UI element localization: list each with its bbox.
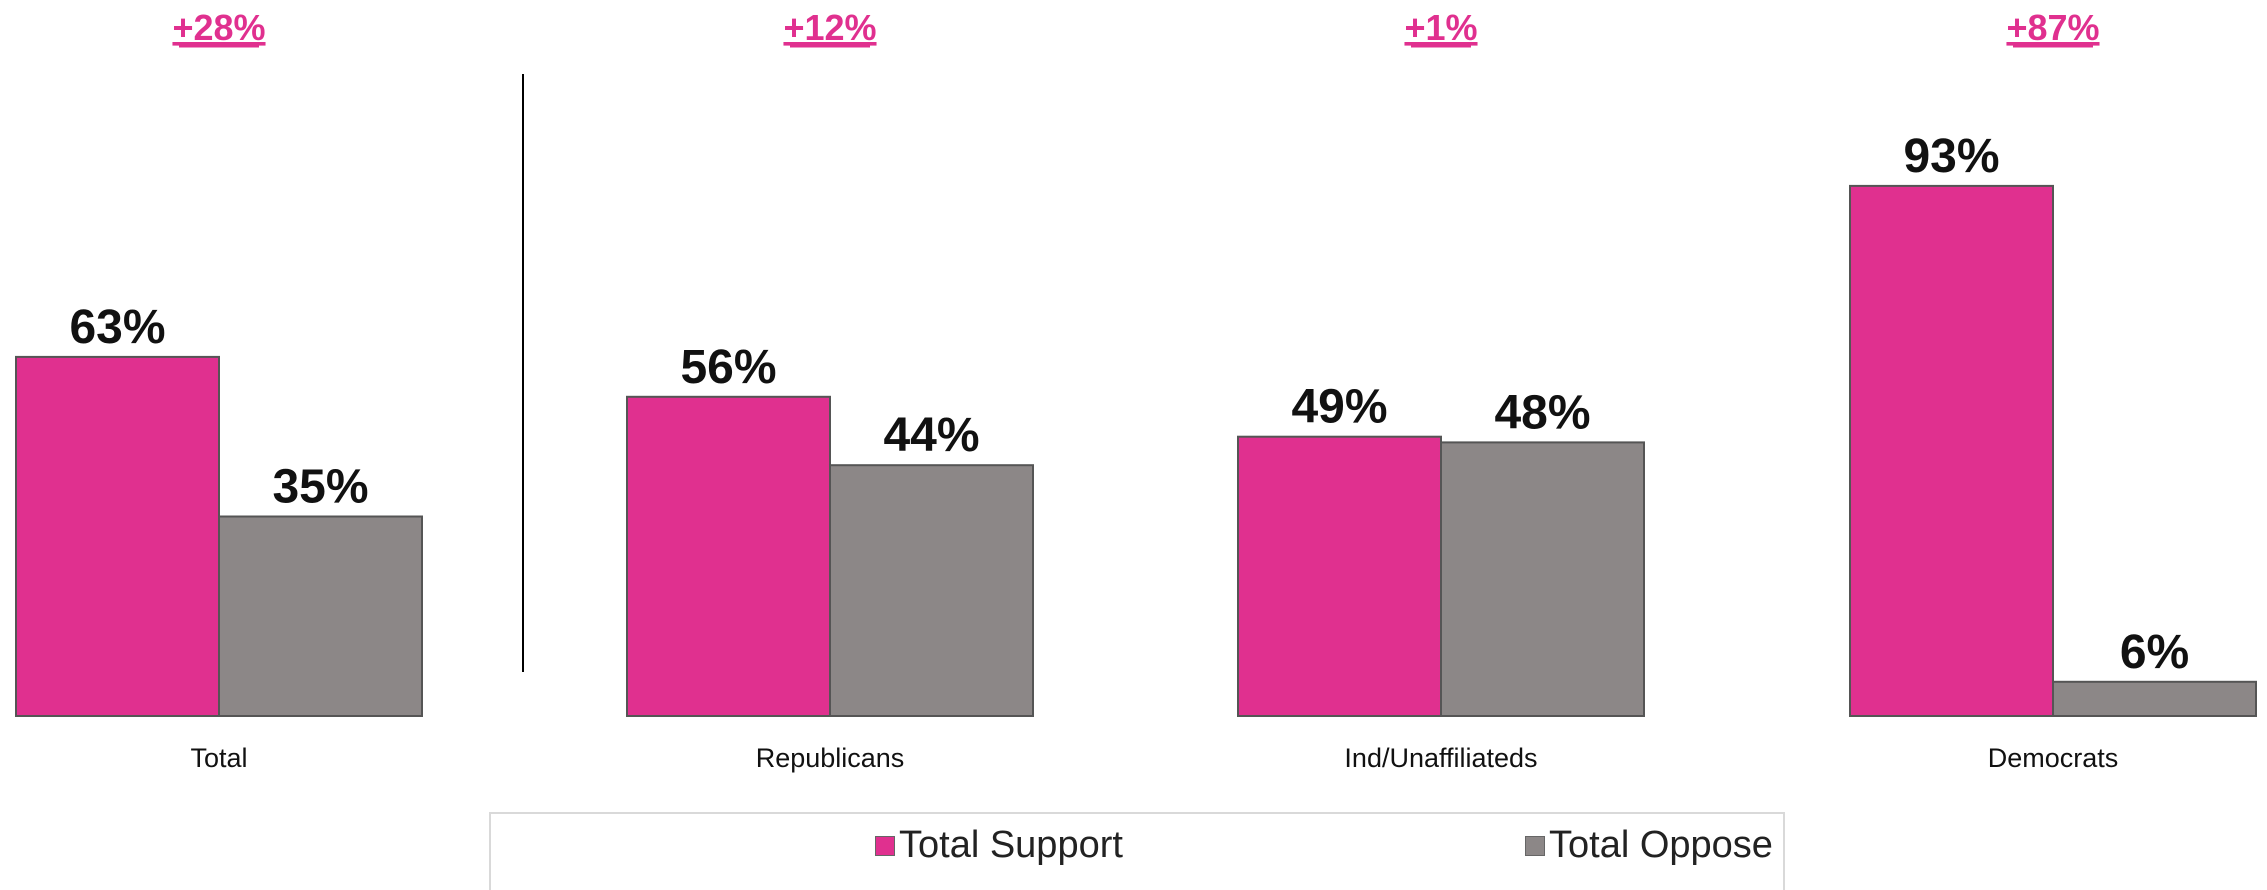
net-difference-label: +28% — [172, 7, 265, 48]
legend-label-support: Total Support — [899, 824, 1123, 866]
bar-total-oppose — [1440, 441, 1645, 717]
bar-value-label: 93% — [1903, 130, 1999, 183]
net-difference-label: +87% — [2006, 7, 2099, 48]
bar-total-oppose — [218, 515, 423, 717]
category-label: Democrats — [1988, 743, 2119, 773]
bar-value-label: 6% — [2120, 626, 2189, 679]
bar-value-label: 48% — [1494, 386, 1590, 439]
category-label: Republicans — [756, 743, 905, 773]
bar-value-label: 49% — [1291, 381, 1387, 434]
bars-layer: +28% 63% 35% Total +12% 56% 44% Republicans +1% 4… — [15, 7, 2257, 773]
net-difference-label: +1% — [1404, 7, 1477, 48]
legend-item-total-support: Total Support — [875, 824, 1123, 867]
bar-value-label: 63% — [69, 301, 165, 354]
bar-total-oppose — [829, 464, 1034, 718]
legend: Total Support Total Oppose — [489, 812, 1785, 890]
bar-value-label: 44% — [883, 409, 979, 462]
legend-label-oppose: Total Oppose — [1549, 824, 1773, 866]
net-difference-label: +12% — [783, 7, 876, 48]
legend-swatch-support — [875, 835, 895, 856]
legend-swatch-oppose — [1525, 835, 1545, 856]
category-label: Total — [190, 743, 247, 773]
legend-item-total-oppose: Total Oppose — [1525, 824, 1773, 867]
bar-total-support — [1849, 184, 2054, 717]
category-label: Ind/Unaffiliateds — [1344, 743, 1537, 773]
bar-value-label: 35% — [272, 461, 368, 514]
bar-total-support — [15, 355, 220, 717]
bar-total-oppose — [2052, 680, 2257, 717]
bar-value-label: 56% — [680, 341, 776, 394]
bar-total-support — [626, 395, 831, 717]
bar-total-support — [1237, 435, 1442, 717]
